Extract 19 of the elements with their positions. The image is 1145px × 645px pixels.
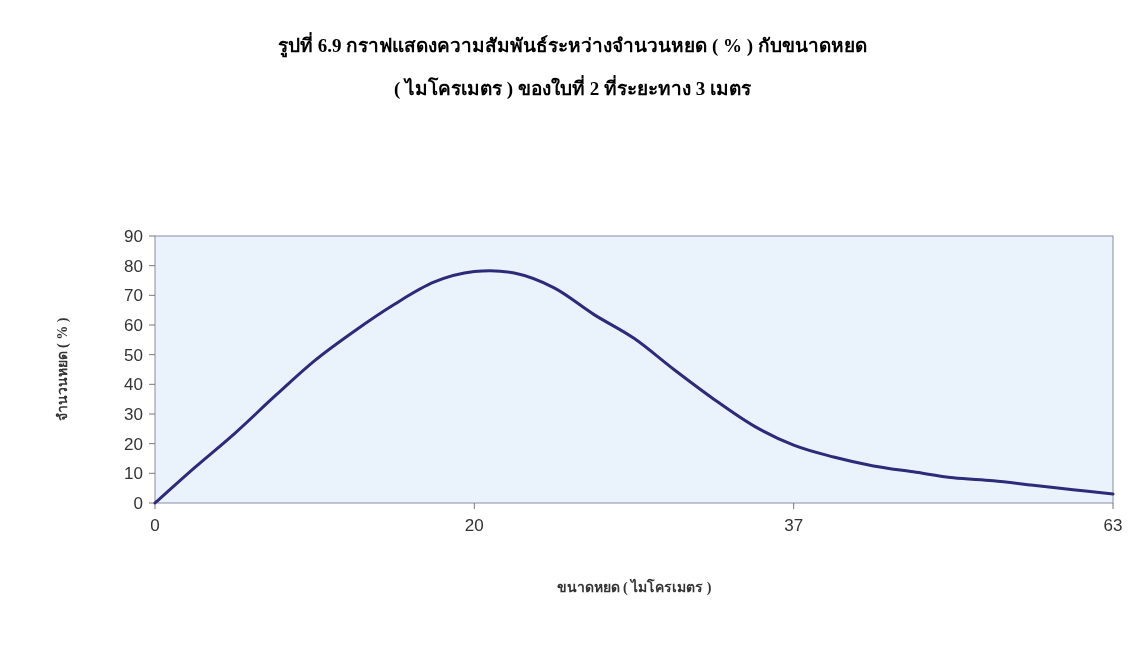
y-tick-label: 50 — [124, 345, 143, 365]
y-tick-label: 20 — [124, 434, 143, 454]
x-tick-label: 20 — [464, 516, 484, 535]
y-tick-label: 90 — [124, 227, 143, 246]
x-tick-label: 63 — [1103, 516, 1123, 535]
x-tick-label: 37 — [784, 516, 804, 535]
chart-subtitle: ( ไมโครเมตร ) ของใบที่ 2 ที่ระยะทาง 3 เมตร — [394, 75, 752, 100]
y-tick-label: 0 — [133, 494, 143, 513]
line-series — [153, 269, 1115, 505]
y-tick-label: 70 — [124, 286, 143, 306]
y-tick-label: 30 — [124, 405, 143, 424]
x-tick-label: 0 — [150, 516, 160, 535]
y-tick-label: 40 — [124, 375, 143, 395]
y-axis-title: จำนวนหยด ( % ) — [55, 317, 71, 422]
chart-title: รูปที่ 6.9 กราฟแสดงความสัมพันธ์ระหว่างจำนวนหยด ( % ) กับขนาดหยด — [278, 32, 867, 58]
y-tick-label: 80 — [124, 256, 143, 276]
y-tick-label: 60 — [124, 316, 143, 335]
x-axis-title: ขนาดหยด ( ไมโครเมตร ) — [556, 578, 712, 596]
y-tick-label: 10 — [124, 464, 143, 484]
